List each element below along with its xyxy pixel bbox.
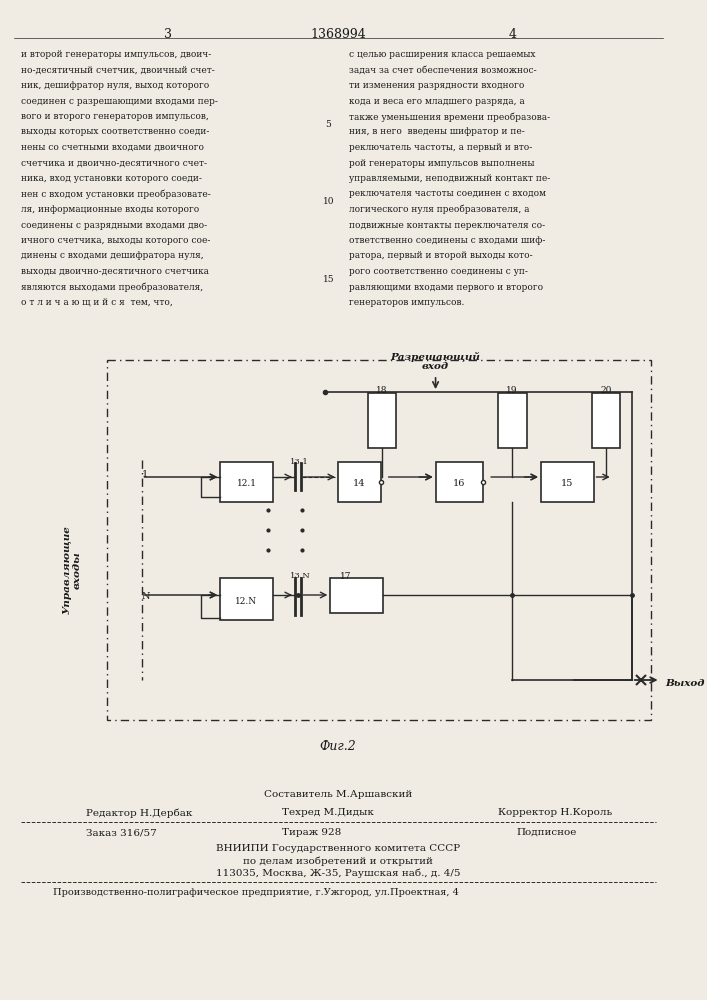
Text: выходы которых соответственно соеди-: выходы которых соответственно соеди- <box>21 127 209 136</box>
Text: Управляющие
входы: Управляющие входы <box>62 526 81 614</box>
Bar <box>220 462 273 502</box>
Text: 20: 20 <box>600 386 612 395</box>
Text: 3: 3 <box>163 28 172 41</box>
Bar <box>330 578 383 613</box>
Text: Тираж 928: Тираж 928 <box>282 828 341 837</box>
Text: ния, в него  введены шифратор и пе-: ния, в него введены шифратор и пе- <box>349 127 525 136</box>
Text: ник, дешифратор нуля, выход которого: ник, дешифратор нуля, выход которого <box>21 81 209 90</box>
Text: ратора, первый и второй выходы кото-: ратора, первый и второй выходы кото- <box>349 251 533 260</box>
Text: также уменьшения времени преобразова-: также уменьшения времени преобразова- <box>349 112 551 121</box>
Text: динены с входами дешифратора нуля,: динены с входами дешифратора нуля, <box>21 251 204 260</box>
Text: реключателя частоты соединен с входом: реключателя частоты соединен с входом <box>349 190 547 198</box>
Text: соединены с разрядными входами дво-: соединены с разрядными входами дво- <box>21 221 207 230</box>
Text: соединен с разрешающими входами пер-: соединен с разрешающими входами пер- <box>21 97 218 105</box>
Text: равляющими входами первого и второго: равляющими входами первого и второго <box>349 282 544 292</box>
Text: 4: 4 <box>508 28 516 41</box>
Text: ника, вход установки которого соеди-: ника, вход установки которого соеди- <box>21 174 202 183</box>
Text: ти изменения разрядности входного: ти изменения разрядности входного <box>349 81 525 90</box>
Text: 5: 5 <box>325 120 332 129</box>
Bar <box>436 462 484 502</box>
Text: Составитель М.Аршавский: Составитель М.Аршавский <box>264 790 412 799</box>
Text: выходы двоично-десятичного счетчика: выходы двоично-десятичного счетчика <box>21 267 209 276</box>
Text: логического нуля преобразователя, а: логического нуля преобразователя, а <box>349 205 530 215</box>
Text: задач за счет обеспечения возможнос-: задач за счет обеспечения возможнос- <box>349 66 537 75</box>
Bar <box>592 393 620 448</box>
Text: о т л и ч а ю щ и й с я  тем, что,: о т л и ч а ю щ и й с я тем, что, <box>21 298 173 307</box>
Text: 15: 15 <box>322 275 334 284</box>
Text: Редактор Н.Дербак: Редактор Н.Дербак <box>86 808 192 818</box>
Bar <box>368 393 397 448</box>
Text: 10: 10 <box>322 197 334 206</box>
Text: 14: 14 <box>354 480 366 488</box>
Text: 17: 17 <box>340 572 351 581</box>
Bar <box>541 462 593 502</box>
Bar <box>220 578 273 620</box>
Text: Заказ 316/57: Заказ 316/57 <box>86 828 157 837</box>
Text: Корректор Н.Король: Корректор Н.Король <box>498 808 612 817</box>
Bar <box>498 393 527 448</box>
Text: рой генераторы импульсов выполнены: рой генераторы импульсов выполнены <box>349 158 535 167</box>
Text: N: N <box>141 592 150 601</box>
Text: Фиг.2: Фиг.2 <box>320 740 356 753</box>
Text: 16: 16 <box>453 480 466 488</box>
Text: Подписное: Подписное <box>517 828 578 837</box>
Text: Выход: Выход <box>665 678 705 688</box>
Text: подвижные контакты переключателя со-: подвижные контакты переключателя со- <box>349 221 546 230</box>
Text: являются выходами преобразователя,: являются выходами преобразователя, <box>21 282 203 292</box>
Text: Производственно-полиграфическое предприятие, г.Ужгород, ул.Проектная, 4: Производственно-полиграфическое предприя… <box>52 888 459 897</box>
Text: 13.1: 13.1 <box>290 458 309 466</box>
Text: 19: 19 <box>506 386 518 395</box>
Text: 15: 15 <box>561 480 573 488</box>
Text: вход: вход <box>422 362 449 371</box>
Text: реключатель частоты, а первый и вто-: реключатель частоты, а первый и вто- <box>349 143 532 152</box>
Text: но-десятичный счетчик, двоичный счет-: но-десятичный счетчик, двоичный счет- <box>21 66 215 75</box>
Text: ля, информационные входы которого: ля, информационные входы которого <box>21 205 199 214</box>
Text: 12.N: 12.N <box>235 596 257 605</box>
Bar <box>338 462 381 502</box>
Text: ичного счетчика, выходы которого сое-: ичного счетчика, выходы которого сое- <box>21 236 211 245</box>
Text: 113035, Москва, Ж-35, Раушская наб., д. 4/5: 113035, Москва, Ж-35, Раушская наб., д. … <box>216 868 460 878</box>
Text: с целью расширения класса решаемых: с целью расширения класса решаемых <box>349 50 536 59</box>
Text: 1368994: 1368994 <box>310 28 366 41</box>
Text: вого и второго генераторов импульсов,: вого и второго генераторов импульсов, <box>21 112 209 121</box>
Text: 12.1: 12.1 <box>237 480 257 488</box>
Text: ВНИИПИ Государственного комитета СССР: ВНИИПИ Государственного комитета СССР <box>216 844 460 853</box>
Text: счетчика и двоично-десятичного счет-: счетчика и двоично-десятичного счет- <box>21 158 207 167</box>
Text: Техред М.Дидык: Техред М.Дидык <box>282 808 374 817</box>
Text: нены со счетными входами двоичного: нены со счетными входами двоичного <box>21 143 204 152</box>
Text: ответственно соединены с входами шиф-: ответственно соединены с входами шиф- <box>349 236 546 245</box>
Text: Разрешающий: Разрешающий <box>391 352 481 362</box>
Text: рого соответственно соединены с уп-: рого соответственно соединены с уп- <box>349 267 528 276</box>
Text: генераторов импульсов.: генераторов импульсов. <box>349 298 464 307</box>
Text: и второй генераторы импульсов, двоич-: и второй генераторы импульсов, двоич- <box>21 50 211 59</box>
Text: 18: 18 <box>376 386 387 395</box>
Text: 1: 1 <box>141 470 148 479</box>
Text: 13.N: 13.N <box>290 572 311 580</box>
Text: управляемыми, неподвижный контакт пе-: управляемыми, неподвижный контакт пе- <box>349 174 551 183</box>
Text: по делам изобретений и открытий: по делам изобретений и открытий <box>243 856 433 865</box>
Text: кода и веса его младшего разряда, а: кода и веса его младшего разряда, а <box>349 97 525 105</box>
Text: нен с входом установки преобразовате-: нен с входом установки преобразовате- <box>21 190 211 199</box>
